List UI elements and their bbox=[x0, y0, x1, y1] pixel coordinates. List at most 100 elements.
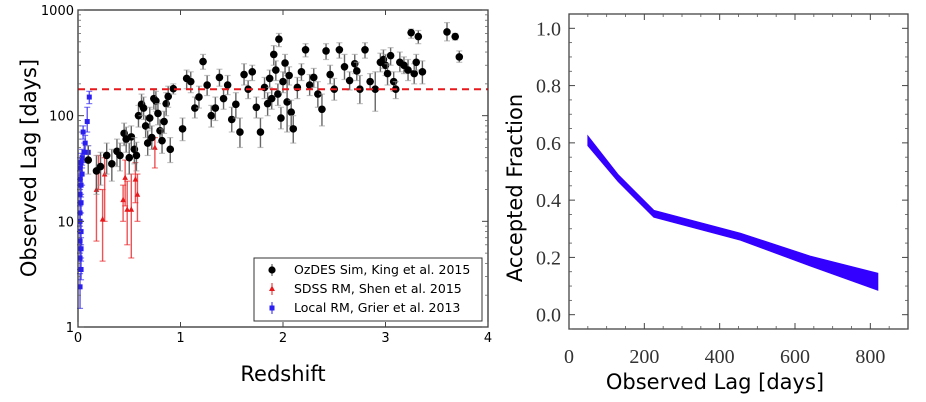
marker-circle bbox=[154, 109, 162, 118]
marker-circle bbox=[272, 66, 280, 74]
data-point bbox=[96, 151, 105, 186]
marker-circle bbox=[215, 73, 224, 82]
marker-circle bbox=[96, 162, 105, 171]
marker-circle bbox=[132, 151, 141, 160]
data-point bbox=[451, 32, 460, 41]
marker-circle bbox=[134, 111, 143, 120]
data-point bbox=[252, 96, 261, 119]
marker-circle bbox=[267, 94, 276, 103]
marker-circle bbox=[407, 28, 415, 37]
marker-square bbox=[79, 171, 85, 177]
data-point bbox=[267, 88, 276, 110]
x-tick-label: 1 bbox=[176, 331, 184, 346]
data-point bbox=[353, 61, 361, 82]
y-tick-label: 1000 bbox=[41, 4, 74, 19]
x-tick-label: 400 bbox=[705, 346, 735, 368]
data-point bbox=[116, 142, 124, 172]
marker-circle bbox=[451, 32, 460, 41]
data-point bbox=[132, 141, 141, 172]
data-point bbox=[407, 28, 415, 39]
marker-circle bbox=[418, 68, 427, 76]
legend-label-ozdes: OzDES Sim, King et al. 2015 bbox=[294, 262, 470, 277]
marker-square bbox=[77, 238, 83, 244]
marker-square bbox=[86, 94, 92, 100]
data-point bbox=[263, 92, 272, 117]
marker-circle bbox=[191, 104, 199, 112]
data-point bbox=[219, 88, 228, 110]
data-point bbox=[154, 103, 162, 126]
accepted-fraction-band bbox=[587, 134, 879, 291]
marker-circle bbox=[275, 35, 283, 43]
x-tick-label: 2 bbox=[279, 331, 287, 346]
marker-circle bbox=[301, 46, 310, 54]
marker-circle bbox=[125, 153, 134, 162]
data-point bbox=[275, 32, 283, 48]
data-point bbox=[166, 137, 175, 164]
marker-circle bbox=[318, 105, 326, 114]
data-point bbox=[414, 29, 423, 45]
marker-circle bbox=[410, 69, 419, 78]
marker-circle bbox=[285, 71, 293, 80]
marker-circle bbox=[265, 74, 274, 83]
legend-label-sdss: SDSS RM, Shen et al. 2015 bbox=[294, 281, 462, 296]
data-point bbox=[128, 173, 135, 259]
marker-square bbox=[84, 119, 90, 125]
marker-circle bbox=[335, 46, 344, 54]
left-plot-data bbox=[77, 21, 464, 309]
marker-circle bbox=[283, 98, 291, 106]
y-tick-label: 100 bbox=[49, 110, 74, 125]
legend-marker-square bbox=[269, 305, 275, 311]
marker-circle bbox=[143, 139, 152, 147]
left-y-axis-title: Observed Lag [days] bbox=[17, 59, 41, 277]
series-circle bbox=[84, 21, 464, 195]
marker-circle bbox=[148, 133, 156, 142]
x-tick-label: 0 bbox=[564, 346, 574, 368]
data-point bbox=[240, 63, 248, 86]
data-point bbox=[86, 90, 93, 105]
legend: OzDES Sim, King et al. 2015 SDSS RM, She… bbox=[253, 257, 483, 322]
data-point bbox=[160, 110, 168, 134]
marker-circle bbox=[145, 114, 154, 122]
marker-circle bbox=[383, 69, 392, 78]
data-point bbox=[199, 53, 207, 70]
y-tick-label: 0.8 bbox=[536, 76, 561, 98]
marker-circle bbox=[252, 103, 261, 112]
marker-square bbox=[78, 246, 84, 252]
marker-circle bbox=[211, 104, 220, 112]
marker-circle bbox=[186, 77, 195, 86]
legend-entry-sdss: SDSS RM, Shen et al. 2015 bbox=[269, 281, 462, 296]
data-point bbox=[84, 106, 91, 133]
right-plot-ticks: 0 200 400 600 800 0.0 0.2 0.4 0.6 0.8 1.0 bbox=[536, 14, 908, 368]
data-point bbox=[371, 71, 380, 112]
marker-triangle bbox=[122, 174, 128, 180]
data-point bbox=[455, 50, 464, 63]
marker-circle bbox=[102, 151, 111, 160]
y-tick-label: 1.0 bbox=[536, 18, 561, 40]
data-point bbox=[125, 142, 134, 175]
data-point bbox=[84, 145, 93, 175]
marker-circle bbox=[279, 77, 287, 86]
marker-circle bbox=[141, 122, 150, 130]
data-point bbox=[322, 43, 330, 61]
marker-circle bbox=[371, 85, 380, 94]
marker-circle bbox=[178, 125, 187, 133]
right-x-axis-title: Observed Lag [days] bbox=[606, 370, 824, 394]
marker-circle bbox=[256, 128, 265, 136]
marker-circle bbox=[116, 151, 124, 160]
marker-circle bbox=[366, 77, 374, 86]
data-point bbox=[297, 63, 306, 82]
data-point bbox=[277, 106, 285, 130]
y-tick-label: 0.2 bbox=[536, 247, 561, 269]
marker-square bbox=[78, 267, 84, 273]
right-y-axis-title: Accepted Fraction bbox=[503, 94, 527, 282]
data-point bbox=[309, 67, 318, 89]
data-point bbox=[272, 60, 280, 82]
data-point bbox=[274, 83, 282, 107]
marker-circle bbox=[207, 111, 216, 120]
data-point bbox=[78, 257, 85, 281]
data-point bbox=[178, 117, 187, 142]
data-point bbox=[223, 74, 232, 96]
marker-circle bbox=[309, 73, 318, 82]
